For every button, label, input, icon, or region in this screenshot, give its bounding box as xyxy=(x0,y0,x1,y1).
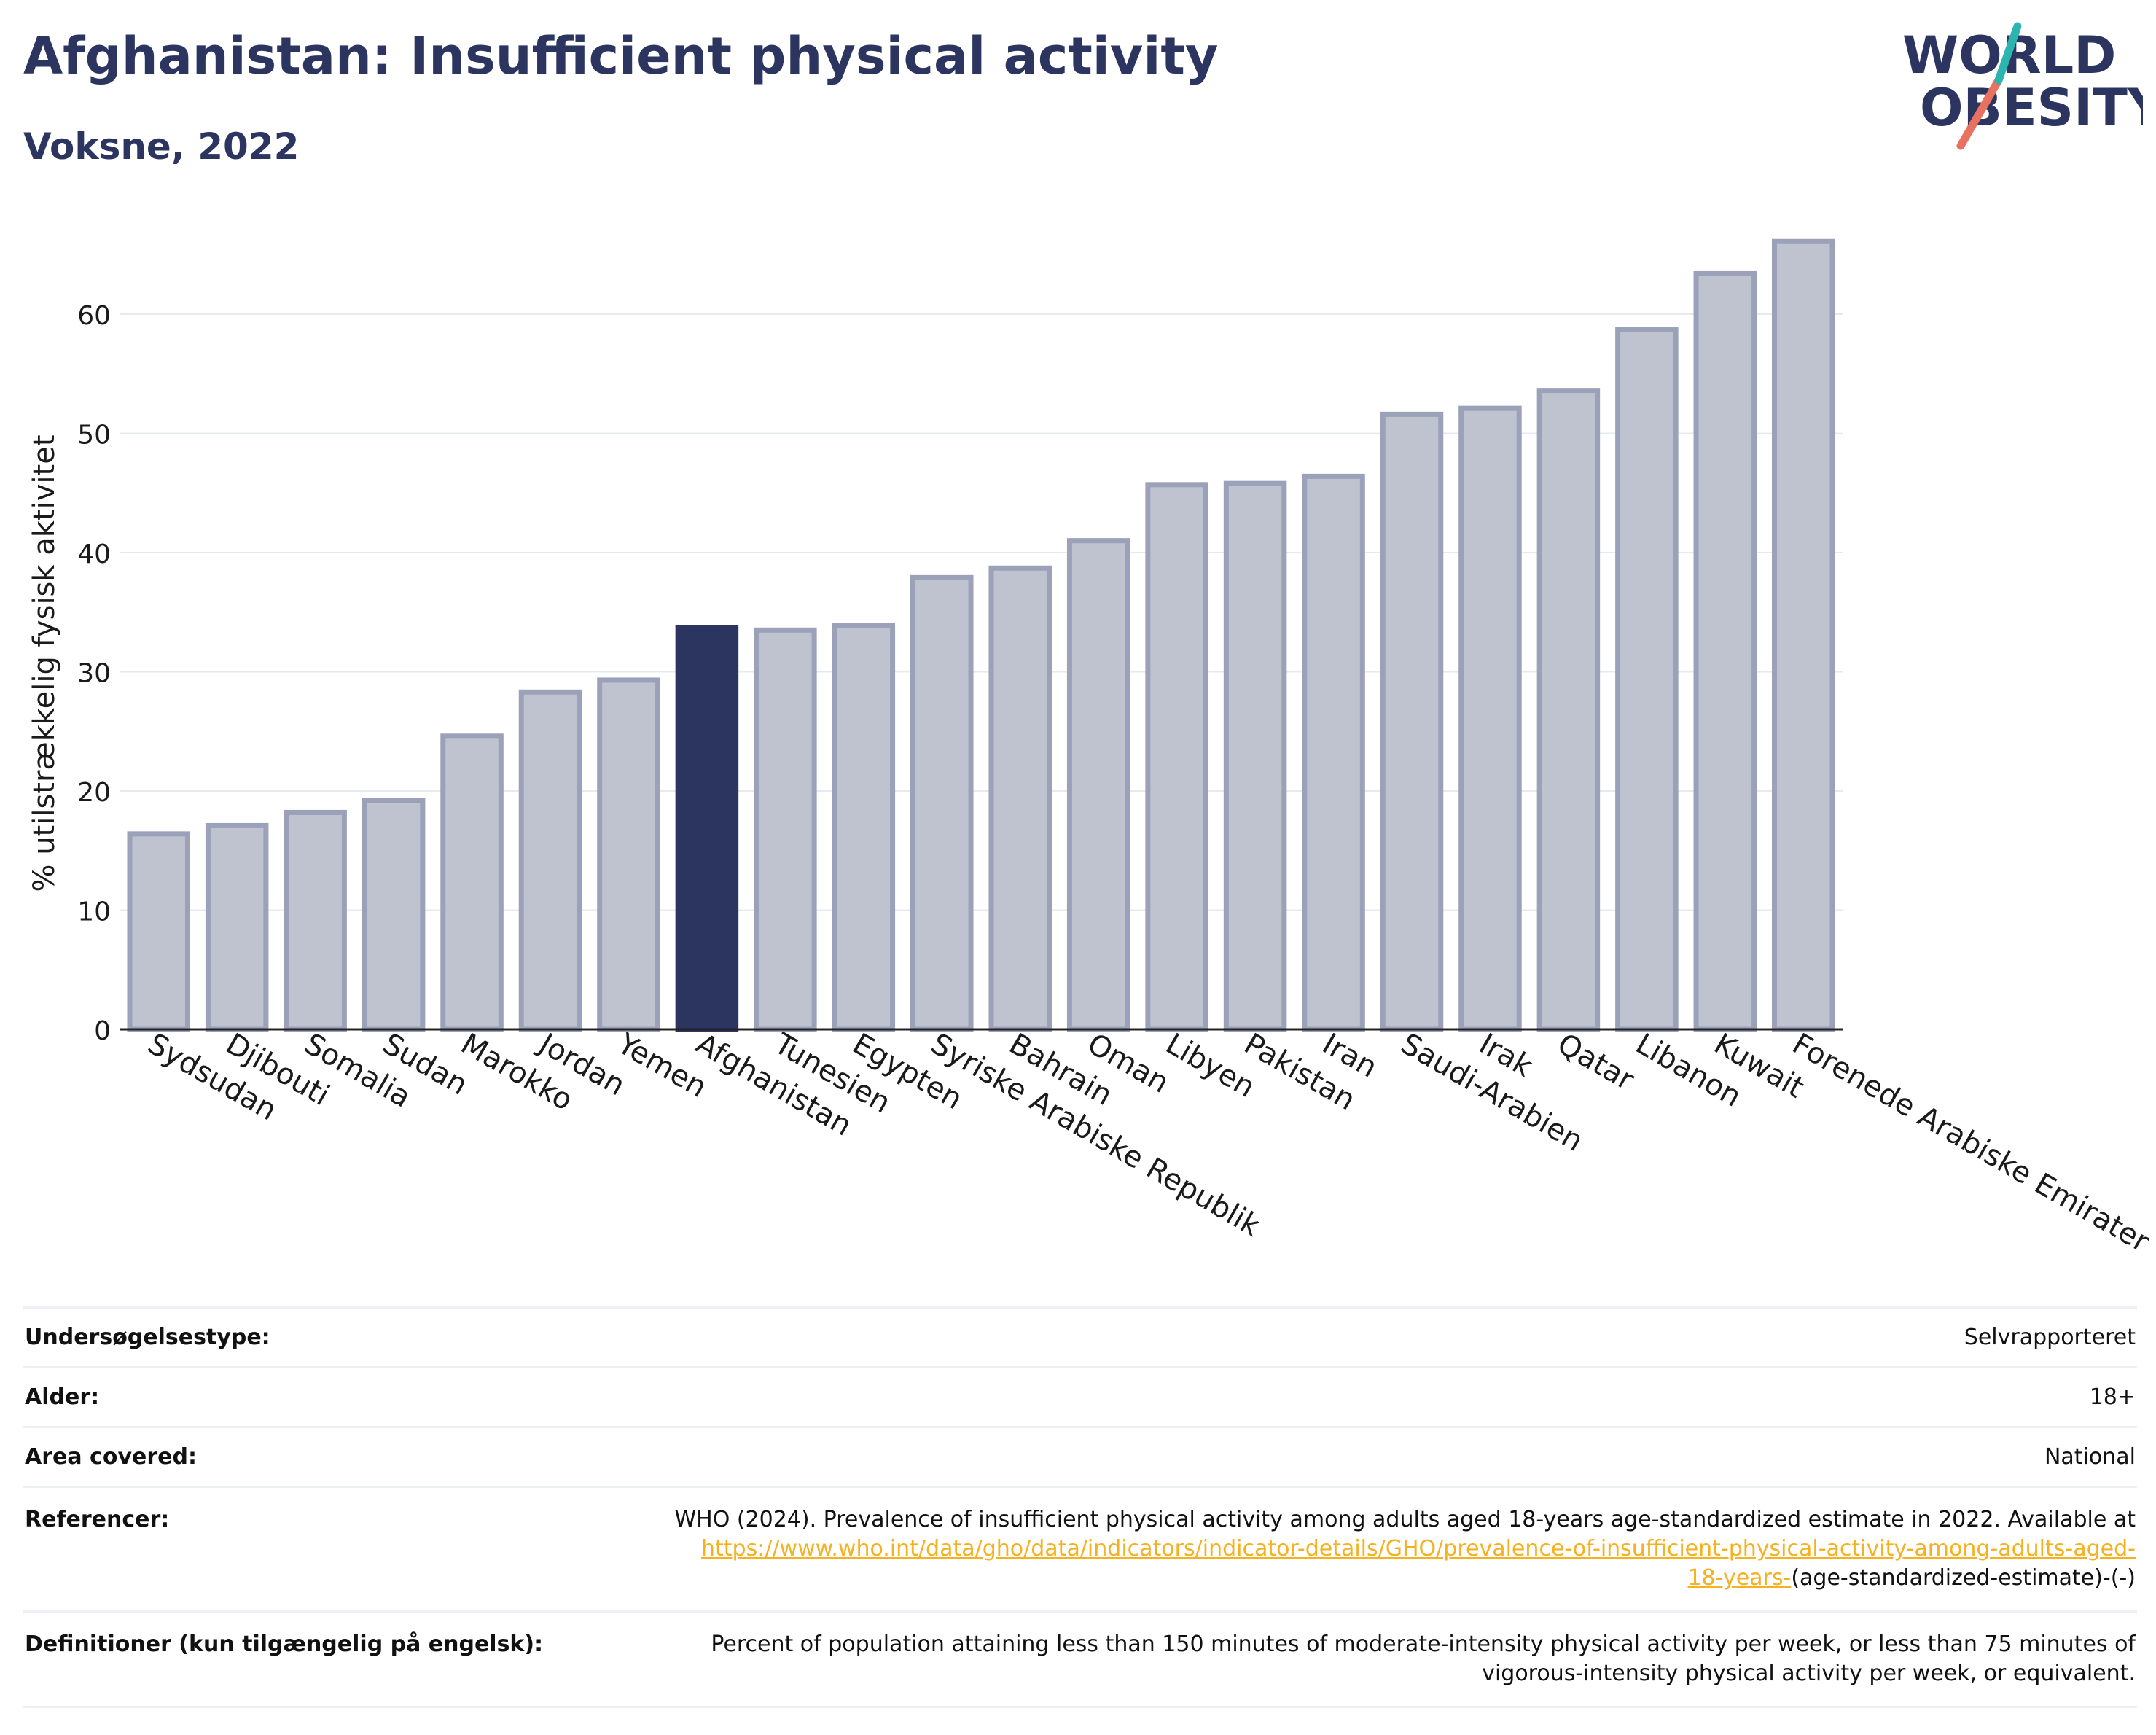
info-label: Definitioner (kun tilgængelig på engelsk… xyxy=(23,1610,545,1708)
y-tick-label: 40 xyxy=(77,539,111,569)
reference-suffix: (age-standardized-estimate)-(-) xyxy=(1791,1565,2136,1591)
x-axis-labels: SydsudanDjiboutiSomaliaSudanMarokkoJorda… xyxy=(142,1026,2155,1259)
x-tick-label: Forenede Arabiske Emirater xyxy=(1786,1027,2155,1259)
y-tick-label: 10 xyxy=(77,897,111,927)
info-label: Referencer: xyxy=(23,1486,545,1612)
info-row-survey-type: Undersøgelsestype: Selvrapporteret xyxy=(23,1306,2137,1368)
bar-sydsudan xyxy=(127,831,190,1032)
x-tick-label: Qatar xyxy=(1552,1027,1640,1097)
bar-saudi-arabien xyxy=(1380,411,1444,1032)
bar-chart: 0 10 20 30 40 50 60 SydsudanDjiboutiSomaliaSud… xyxy=(28,238,2155,1259)
definition-line-2: vigorous-intensity physical activity per… xyxy=(1482,1661,2136,1686)
info-table: Undersøgelsestype: Selvrapporteret Alder… xyxy=(23,1306,2137,1708)
y-tick-label: 30 xyxy=(77,659,111,689)
info-row-age: Alder: 18+ xyxy=(23,1366,2137,1427)
reference-link[interactable]: https://www.who.int/data/gho/data/indica… xyxy=(701,1536,2136,1562)
y-tick-label: 0 xyxy=(94,1016,111,1046)
bars xyxy=(127,238,1835,1032)
chart-title: Afghanistan: Insufficient physical activ… xyxy=(23,26,1219,86)
bar-somalia xyxy=(284,809,347,1032)
chart-subtitle: Voksne, 2022 xyxy=(23,125,300,168)
logo-slash-teal xyxy=(1994,22,2022,85)
bar-pakistan xyxy=(1223,480,1287,1032)
y-tick-label: 20 xyxy=(77,778,111,808)
bar-sudan xyxy=(362,798,426,1032)
info-label: Undersøgelsestype: xyxy=(23,1306,545,1368)
bar-irak xyxy=(1458,405,1522,1032)
logo-text-obesity: OBESITY xyxy=(1920,78,2143,138)
info-value: WHO (2024). Prevalence of insufficient p… xyxy=(544,1486,2137,1612)
y-axis-ticks: 0 10 20 30 40 50 60 xyxy=(77,301,111,1046)
bar-iran xyxy=(1302,473,1365,1032)
definition-line-1: Percent of population attaining less tha… xyxy=(711,1631,2136,1657)
bar-oman xyxy=(1066,538,1130,1032)
bar-forenede-arabiske-emirater xyxy=(1772,238,1835,1032)
info-value: National xyxy=(544,1426,2137,1487)
info-value: Selvrapporteret xyxy=(544,1306,2137,1368)
world-obesity-logo: WORLD OBESITY xyxy=(1902,22,2143,150)
y-axis-label: % utilstrækkelig fysisk aktivitet xyxy=(28,434,61,892)
bar-libyen xyxy=(1145,482,1208,1032)
bar-tunesien xyxy=(754,627,817,1032)
info-row-references: Referencer: WHO (2024). Prevalence of in… xyxy=(23,1486,2137,1612)
y-tick-label: 60 xyxy=(77,301,111,331)
info-label: Alder: xyxy=(23,1366,545,1427)
bar-marokko xyxy=(440,733,504,1032)
bar-egypten xyxy=(832,623,896,1032)
x-tick-label: Yemen xyxy=(612,1026,713,1104)
bar-kuwait xyxy=(1693,270,1757,1032)
bar-djibouti xyxy=(205,822,269,1032)
info-row-definitions: Definitioner (kun tilgængelig på engelsk… xyxy=(23,1610,2137,1708)
bar-bahrain xyxy=(988,565,1052,1032)
bar-libanon xyxy=(1615,327,1679,1032)
info-row-area: Area covered: National xyxy=(23,1426,2137,1487)
x-tick-label: Libyen xyxy=(1160,1027,1261,1104)
info-label: Area covered: xyxy=(23,1426,545,1487)
y-tick-label: 50 xyxy=(77,421,111,451)
bar-qatar xyxy=(1536,388,1601,1032)
bar-jordan xyxy=(518,689,582,1032)
info-value: 18+ xyxy=(544,1366,2137,1427)
bar-syriske-arabiske-republik xyxy=(910,574,974,1032)
logo-slash-coral xyxy=(1956,76,2003,150)
bar-afghanistan xyxy=(675,625,739,1032)
reference-link-continued[interactable]: 18-years- xyxy=(1687,1565,1792,1591)
bar-yemen xyxy=(597,677,660,1032)
reference-text: WHO (2024). Prevalence of insufficient p… xyxy=(674,1507,2136,1532)
info-value: Percent of population attaining less tha… xyxy=(544,1610,2137,1708)
